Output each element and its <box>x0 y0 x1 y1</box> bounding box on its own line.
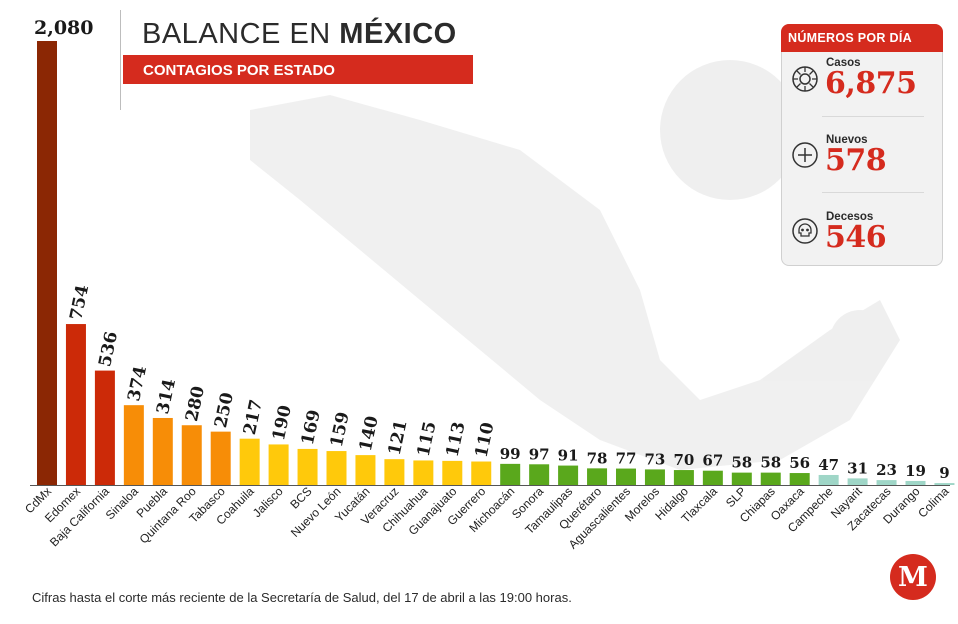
value-label: 113 <box>443 420 470 459</box>
bar-hidalgo <box>673 470 694 485</box>
value-label: 58 <box>731 454 752 472</box>
bar-tamaulipas <box>558 465 579 485</box>
value-label: 159 <box>327 410 354 449</box>
bar-jalisco <box>268 444 289 485</box>
footnote: Cifras hasta el corte más reciente de la… <box>32 590 572 605</box>
bar-tabasco <box>210 431 231 485</box>
stat-value-casos: 6,875 <box>825 66 917 101</box>
bar-campeche <box>818 474 839 485</box>
title-box <box>120 10 473 110</box>
bar-cdmx <box>37 41 57 485</box>
background-map-watermark <box>250 60 900 470</box>
bar-puebla <box>152 417 173 485</box>
bar-bcs <box>297 448 318 485</box>
daily-numbers-panel <box>781 24 943 266</box>
value-label: 58 <box>760 454 781 472</box>
bar-nayarit <box>847 478 868 485</box>
chart-subtitle: CONTAGIOS POR ESTADO <box>143 62 335 79</box>
bar-sinaloa <box>123 405 144 485</box>
value-label: 56 <box>789 454 810 472</box>
value-label: 190 <box>269 403 296 442</box>
bar-colima <box>934 483 955 485</box>
virus-icon <box>792 66 818 92</box>
value-label: 9 <box>939 464 949 482</box>
stat-value-nuevos: 578 <box>825 143 887 178</box>
panel-header <box>781 24 943 52</box>
value-label: 754 <box>66 283 93 322</box>
plus-circle-icon <box>792 142 818 168</box>
value-label: 140 <box>356 414 383 453</box>
value-label: 78 <box>587 449 608 467</box>
bar-guanajuato <box>442 460 463 485</box>
value-label: 97 <box>529 445 550 463</box>
bar-baja-california <box>94 370 115 485</box>
value-label: 536 <box>95 330 122 369</box>
bar-nuevo-león <box>326 451 347 485</box>
value-label: 314 <box>153 377 180 416</box>
value-label: 23 <box>876 461 897 479</box>
bars-layer <box>37 41 955 485</box>
value-label: 250 <box>211 391 238 430</box>
bar-slp <box>731 472 752 485</box>
logo-letter: M <box>898 562 928 593</box>
value-label: 121 <box>385 418 412 457</box>
value-label: 169 <box>298 408 325 447</box>
bar-edomex <box>65 324 86 485</box>
value-label: 77 <box>616 450 637 468</box>
bar-michoacán <box>500 463 521 485</box>
value-label: 2,080 <box>34 17 94 39</box>
x-tick-label: Jalisco <box>250 484 286 520</box>
value-label: 374 <box>124 364 151 403</box>
value-label: 73 <box>645 450 666 468</box>
bar-oaxaca <box>789 473 810 485</box>
panel-divider <box>822 116 924 117</box>
value-label: 67 <box>702 452 723 470</box>
value-label: 99 <box>500 445 521 463</box>
bar-morelos <box>644 469 665 485</box>
value-label: 91 <box>558 447 579 465</box>
title-light: BALANCE EN <box>142 18 340 50</box>
panel-divider <box>822 192 924 193</box>
bar-zacatecas <box>876 480 897 485</box>
value-label: 280 <box>182 384 209 423</box>
bar-veracruz <box>384 459 405 485</box>
bar-durango <box>905 480 926 485</box>
value-label: 115 <box>414 420 441 459</box>
stat-value-decesos: 546 <box>825 220 887 255</box>
value-label: 110 <box>472 421 499 460</box>
value-label: 47 <box>818 456 839 474</box>
stat-label-casos: Casos <box>826 57 861 69</box>
bar-querétaro <box>587 468 608 485</box>
x-tick-label: Sinaloa <box>103 484 141 522</box>
svg-text:®: ® <box>929 557 934 564</box>
bar-coahuila <box>239 438 260 485</box>
bar-tlaxcala <box>702 470 723 485</box>
value-label: 217 <box>240 398 267 437</box>
bar-quintana-roo <box>181 425 202 485</box>
stat-label-nuevos: Nuevos <box>826 134 868 146</box>
bar-guerrero <box>471 461 492 485</box>
bar-yucatán <box>355 455 376 485</box>
bar-chihuahua <box>413 460 434 485</box>
bar-aguascalientes <box>616 468 636 485</box>
skull-icon <box>792 218 818 244</box>
subtitle-banner <box>123 55 473 84</box>
bar-sonora <box>529 464 550 485</box>
chart-title: BALANCE EN MÉXICO <box>142 18 457 51</box>
value-label: 19 <box>905 462 926 480</box>
value-label: 31 <box>847 459 868 477</box>
panel-title: NÚMEROS POR DÍA <box>788 31 912 45</box>
x-tick-label: Colima <box>915 484 952 521</box>
milenio-logo: M ® <box>890 554 936 600</box>
title-bold: MÉXICO <box>339 18 457 50</box>
bar-chiapas <box>760 472 781 485</box>
stat-label-decesos: Decesos <box>826 211 874 223</box>
value-label: 70 <box>673 451 694 469</box>
